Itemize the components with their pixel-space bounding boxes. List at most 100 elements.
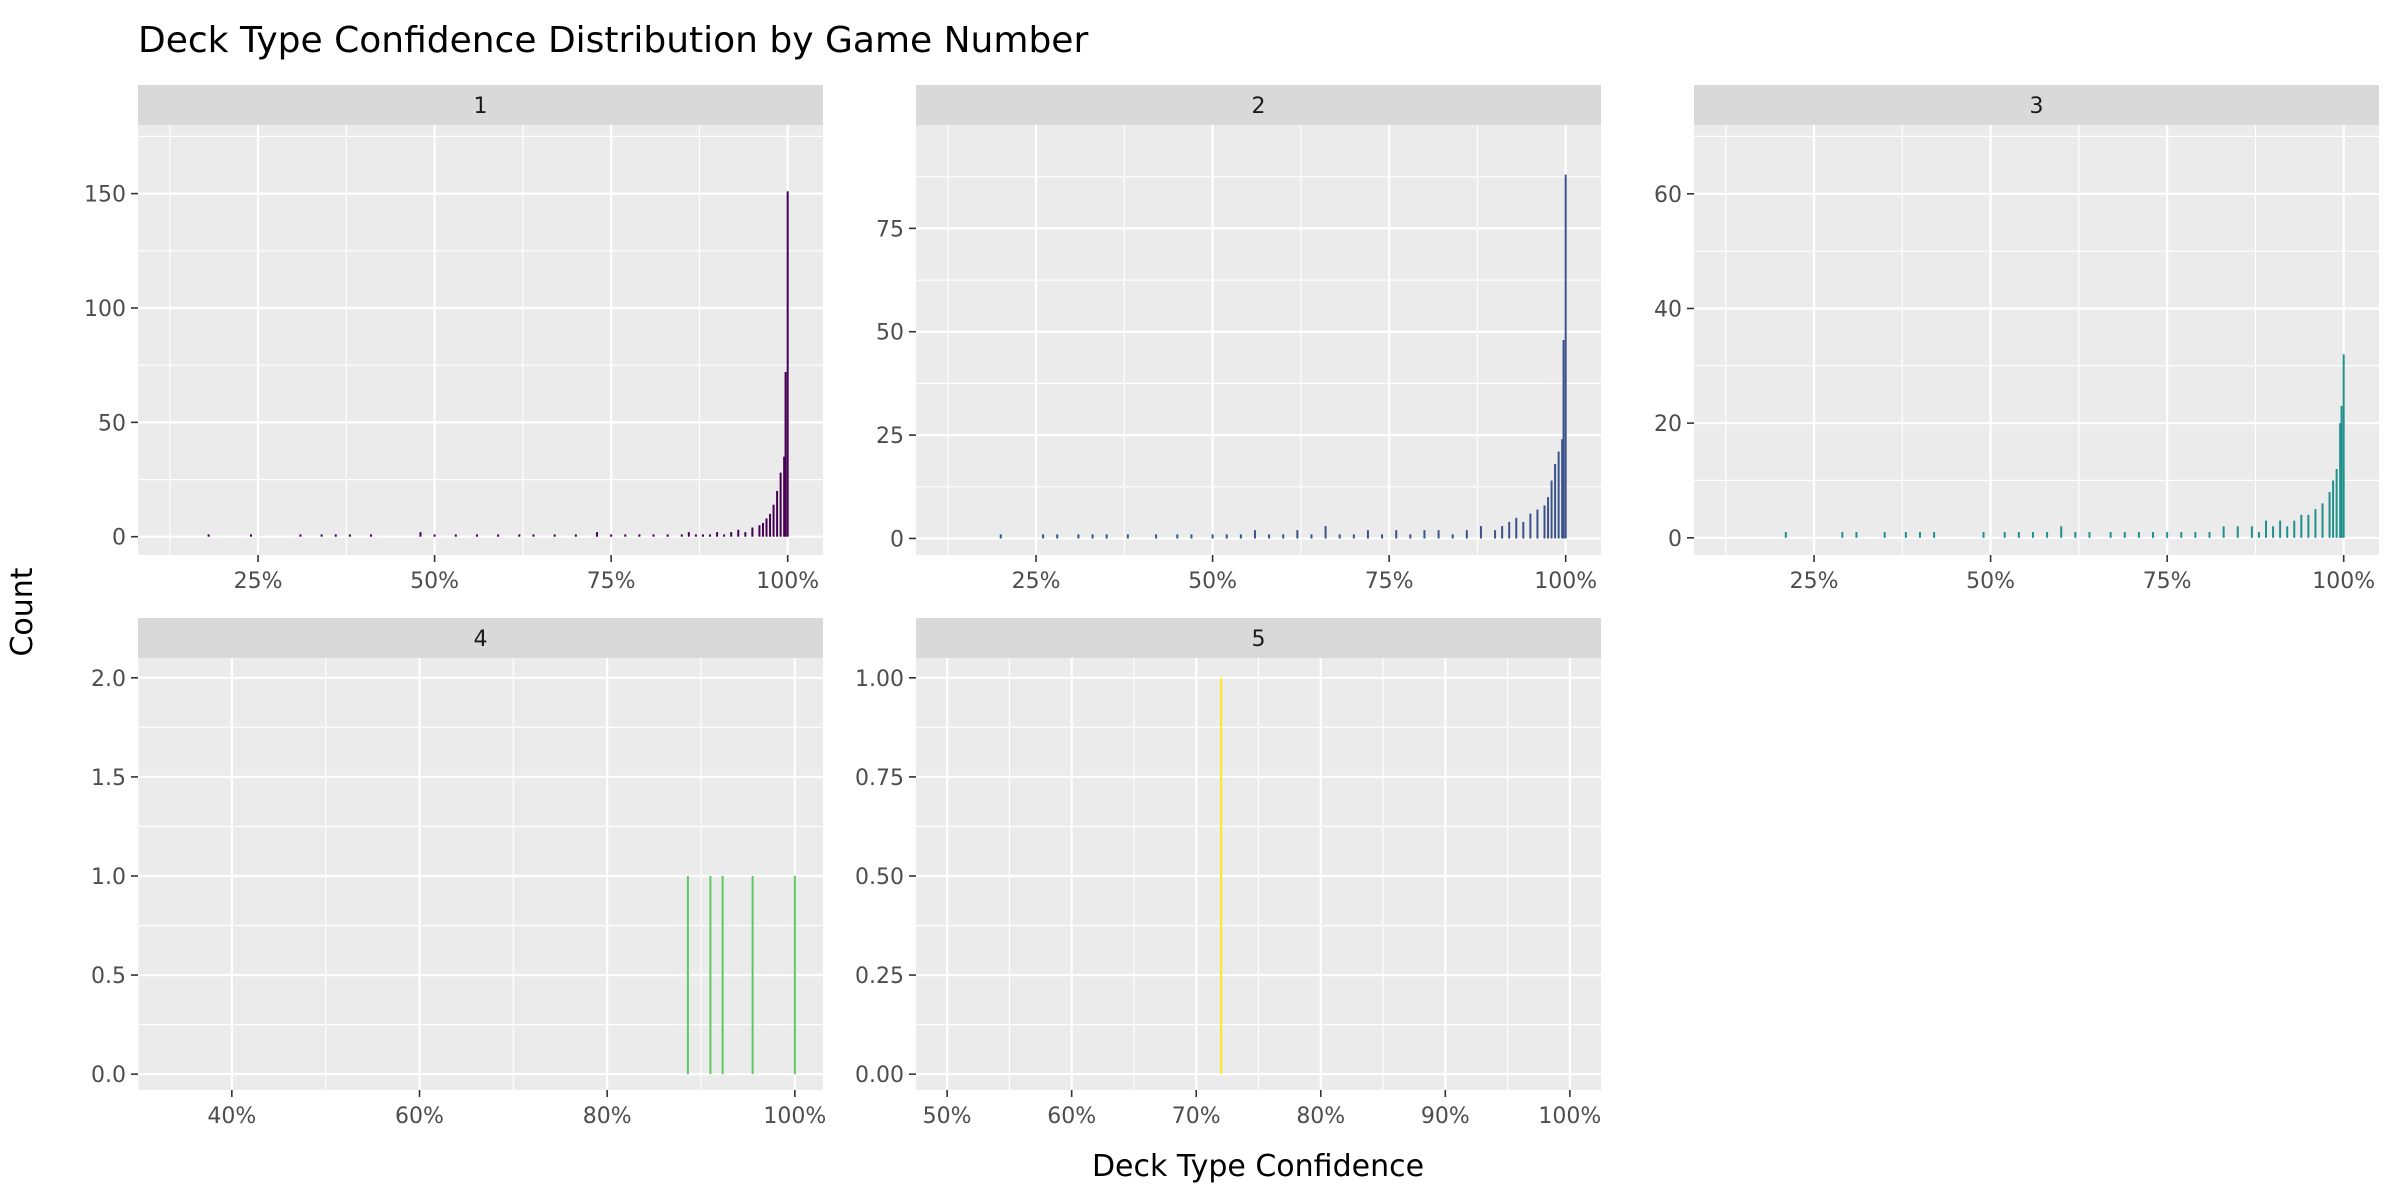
y-tick-label: 1.5 <box>91 766 126 791</box>
x-tick-label: 60% <box>395 1104 444 1129</box>
histogram-bar <box>1933 532 1936 538</box>
y-tick-label: 1.00 <box>855 667 904 692</box>
x-tick-label: 75% <box>1365 569 1414 594</box>
y-tick-label: 0.0 <box>91 1063 126 1088</box>
histogram-bar <box>737 529 740 537</box>
histogram-bar <box>1918 532 1921 538</box>
y-tick-label: 60 <box>1654 183 1682 208</box>
histogram-bar <box>2272 526 2275 538</box>
x-tick-label: 60% <box>1047 1104 1096 1129</box>
histogram-bar <box>1479 526 1482 539</box>
histogram-bar <box>1561 439 1564 539</box>
y-tick-label: 2.0 <box>91 667 126 692</box>
histogram-bar <box>1982 532 1985 538</box>
facet-4: 4 40% 60% 80% 100% 0.0 0.5 1.0 1.5 2.0 <box>91 618 826 1129</box>
facet-strip-label: 3 <box>2030 94 2044 119</box>
histogram-bar <box>2286 526 2289 538</box>
histogram-bar <box>2046 532 2049 538</box>
histogram-bar <box>1352 534 1355 539</box>
histogram-bar <box>694 534 697 537</box>
histogram-bar <box>1547 497 1550 539</box>
x-tick-label: 100% <box>763 1104 826 1129</box>
histogram-bar <box>2335 469 2338 538</box>
histogram-bar <box>2123 532 2126 538</box>
histogram-bar <box>454 534 457 537</box>
x-tick-label: 25% <box>1012 569 1061 594</box>
histogram-bar <box>497 534 500 537</box>
x-tick-label: 80% <box>1296 1104 1345 1129</box>
histogram-bar <box>610 534 613 537</box>
histogram-bar <box>249 534 252 537</box>
x-tick-label: 50% <box>1188 569 1237 594</box>
x-tick-label: 50% <box>410 569 459 594</box>
histogram-bar <box>1296 530 1299 539</box>
y-tick-label: 1.0 <box>91 865 126 890</box>
histogram-bar <box>2332 480 2335 538</box>
histogram-bar <box>701 534 704 537</box>
x-tick-label: 100% <box>1538 1104 1601 1129</box>
facet-3: 3 25% 50% 75% 100% 0 20 40 60 <box>1654 85 2379 594</box>
histogram-bar <box>769 513 772 537</box>
y-tick-label: 0.50 <box>855 865 904 890</box>
histogram-bar <box>1282 534 1285 539</box>
facet-strip <box>138 85 823 125</box>
histogram-bar <box>709 875 712 1075</box>
y-tick-label: 0 <box>112 526 126 551</box>
histogram-bar <box>784 372 787 537</box>
histogram-bar <box>334 534 337 537</box>
x-axis-title: Deck Type Confidence <box>1092 1149 1424 1184</box>
histogram-bar <box>999 534 1002 539</box>
histogram-bar <box>687 532 690 537</box>
histogram-bar <box>1253 530 1256 539</box>
histogram-bar <box>1220 677 1223 1075</box>
histogram-bar <box>2031 532 2034 538</box>
histogram-bar <box>680 534 683 537</box>
histogram-bar <box>532 534 535 537</box>
x-tick-label: 50% <box>1966 569 2015 594</box>
histogram-bar <box>1465 530 1468 539</box>
histogram-bar <box>1543 505 1546 539</box>
histogram-bar <box>1841 532 1844 538</box>
histogram-bar <box>2109 532 2112 538</box>
histogram-bar <box>2342 354 2345 538</box>
histogram-bar <box>2307 514 2310 538</box>
histogram-bar <box>1091 534 1094 539</box>
facet-strip-label: 1 <box>474 94 488 119</box>
x-tick-label: 70% <box>1172 1104 1221 1129</box>
histogram-bar <box>1225 534 1228 539</box>
x-tick-label: 90% <box>1421 1104 1470 1129</box>
x-tick-label: 80% <box>583 1104 632 1129</box>
facet-strip-label: 2 <box>1252 94 1266 119</box>
histogram-bar <box>1501 526 1504 539</box>
histogram-bar <box>1395 530 1398 539</box>
histogram-bar <box>1077 534 1080 539</box>
histogram-bar <box>1508 521 1511 539</box>
facet-strip-label: 4 <box>474 627 488 652</box>
histogram-bar <box>1423 530 1426 539</box>
histogram-bar <box>2208 532 2211 538</box>
histogram-bar <box>2293 520 2296 538</box>
histogram-bar <box>419 532 422 537</box>
histogram-bar <box>2088 532 2091 538</box>
histogram-bar <box>1381 534 1384 539</box>
histogram-bar <box>1522 521 1525 539</box>
histogram-bar <box>638 534 641 537</box>
histogram-bar <box>1268 534 1271 539</box>
x-tick-label: 75% <box>587 569 636 594</box>
histogram-bar <box>1784 532 1787 538</box>
histogram-bar <box>1155 534 1158 539</box>
histogram-bar <box>652 534 655 537</box>
histogram-bar <box>2060 526 2063 538</box>
histogram-bar <box>1409 534 1412 539</box>
y-tick-label: 150 <box>84 183 126 208</box>
histogram-bar <box>776 490 779 537</box>
histogram-bar <box>716 532 719 537</box>
histogram-bar <box>2279 520 2282 538</box>
histogram-bar <box>1437 530 1440 539</box>
histogram-bar <box>2321 503 2324 538</box>
y-tick-label: 0.25 <box>855 964 904 989</box>
y-tick-label: 0.75 <box>855 766 904 791</box>
y-tick-label: 20 <box>1654 412 1682 437</box>
histogram-bar <box>2003 532 2006 538</box>
